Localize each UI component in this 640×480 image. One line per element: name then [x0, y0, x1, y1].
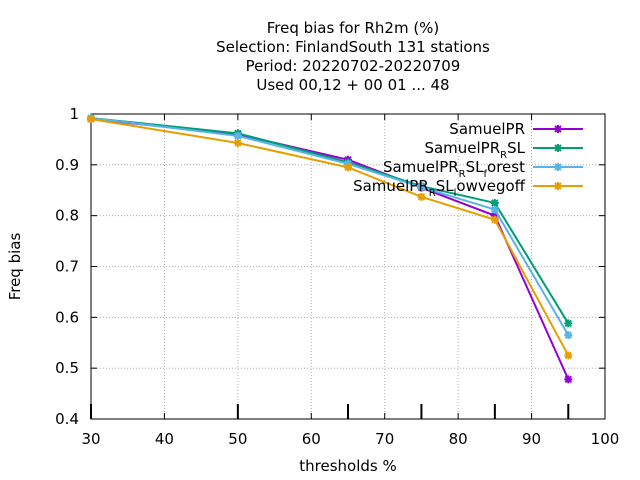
- x-tick-label: 60: [302, 430, 321, 448]
- data-point: [490, 215, 499, 224]
- y-tick-label: 0.6: [55, 308, 79, 326]
- series-lines: [87, 114, 573, 384]
- x-tick-label: 70: [375, 430, 394, 448]
- data-point: [490, 211, 499, 220]
- series-line: [90, 117, 570, 336]
- data-point: [233, 138, 242, 147]
- legend-marker: [554, 182, 562, 190]
- series-line: [90, 117, 570, 324]
- legend-label: SamuelPRRSL: [424, 139, 525, 161]
- x-axis-ticks: 30 40 50 60 70 80 90 100: [81, 114, 619, 448]
- x-tick-label: 40: [155, 430, 174, 448]
- data-point: [87, 115, 95, 124]
- legend-label: SamuelPRRSLforest: [383, 158, 525, 180]
- data-point: [564, 375, 573, 384]
- y-tick-label: 0.7: [55, 258, 79, 276]
- legend: SamuelPRSamuelPRRSLSamuelPRRSLforestSamu…: [353, 120, 583, 199]
- data-point: [233, 131, 242, 140]
- x-tick-label: 50: [228, 430, 247, 448]
- data-point: [564, 319, 573, 328]
- legend-item: SamuelPRRSLforest: [383, 158, 583, 180]
- legend-marker: [554, 144, 562, 152]
- data-point: [490, 205, 499, 214]
- legend-marker: [554, 125, 562, 133]
- title-line: Period: 20220702-20220709: [246, 57, 461, 75]
- chart-title: Freq bias for Rh2m (%)Selection: Finland…: [216, 19, 490, 94]
- data-point: [417, 192, 426, 201]
- data-point: [490, 198, 499, 207]
- x-tick-label: 100: [591, 430, 620, 448]
- title-line: Selection: FinlandSouth 131 stations: [216, 38, 490, 56]
- x-axis-label: thresholds %: [299, 457, 396, 475]
- legend-label: SamuelPRRSLlowvegoff: [353, 177, 526, 199]
- legend-item: SamuelPR: [449, 120, 583, 138]
- data-point: [417, 183, 426, 192]
- y-tick-label: 0.9: [55, 156, 79, 174]
- title-line: Used 00,12 + 00 01 ... 48: [256, 76, 449, 94]
- title-line: Freq bias for Rh2m (%): [267, 19, 440, 37]
- series-line: [90, 118, 570, 356]
- y-axis-ticks: 0.4 0.5 0.6 0.7 0.8 0.9 1: [55, 105, 605, 428]
- legend-label: SamuelPR: [449, 120, 525, 138]
- threshold-marks: [90, 404, 570, 419]
- legend-marker: [554, 163, 562, 171]
- legend-item: SamuelPRRSLlowvegoff: [353, 177, 583, 199]
- series-3: [87, 115, 573, 360]
- x-tick-label: 90: [522, 430, 541, 448]
- y-tick-label: 0.5: [55, 359, 79, 377]
- x-tick-label: 30: [81, 430, 100, 448]
- y-tick-label: 0.4: [55, 410, 79, 428]
- data-point: [344, 163, 352, 172]
- y-tick-label: 0.8: [55, 207, 79, 225]
- x-tick-label: 80: [449, 430, 468, 448]
- y-tick-label: 1: [69, 105, 79, 123]
- legend-item: SamuelPRRSL: [424, 139, 583, 161]
- data-point: [564, 351, 573, 360]
- data-point: [564, 331, 573, 340]
- y-axis-label: Freq bias: [6, 233, 24, 301]
